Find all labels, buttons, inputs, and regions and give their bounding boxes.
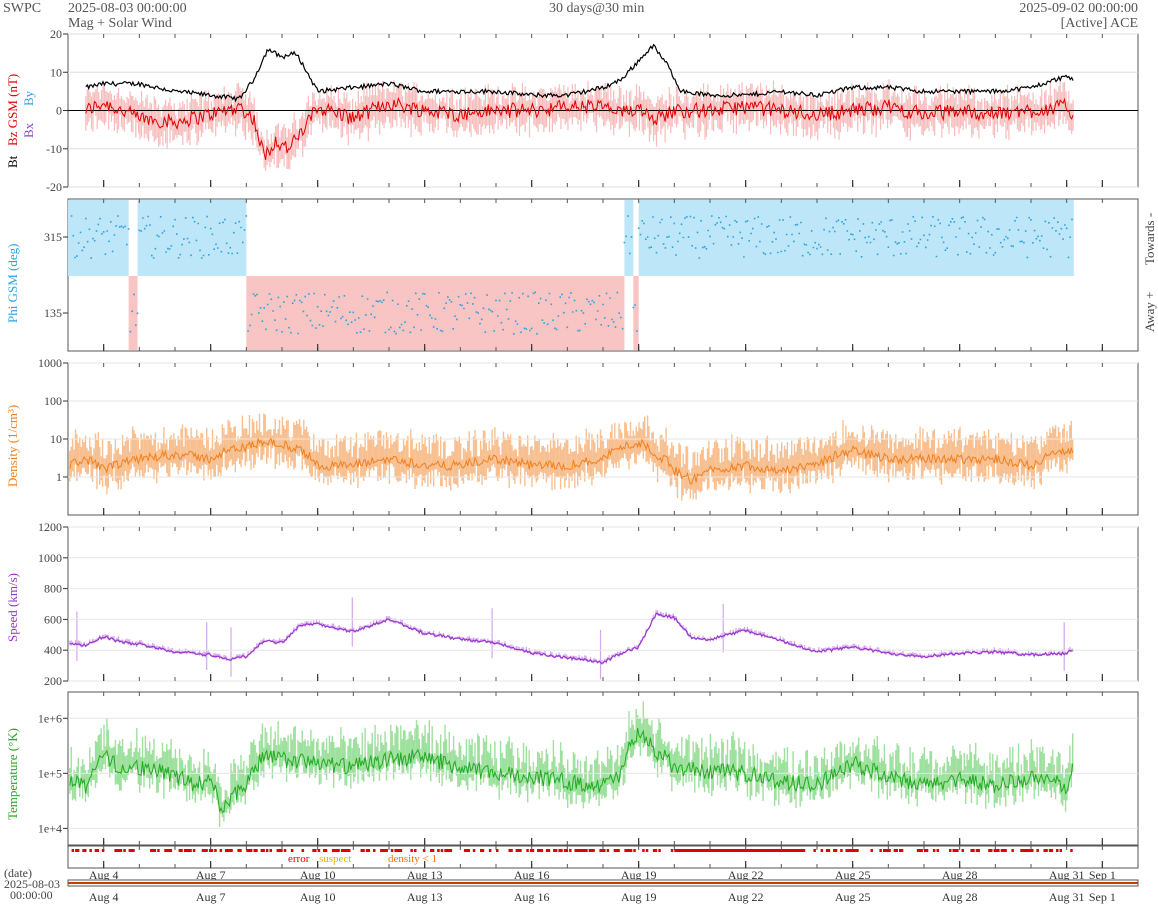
- y-tick-label: 1200: [38, 520, 62, 534]
- y-tick-label: 100: [44, 394, 62, 408]
- y-tick-label: 10: [50, 432, 62, 446]
- y-tick-label: 1e+5: [38, 766, 62, 780]
- y-tick-label: 1e+6: [38, 711, 62, 725]
- x-tick-label-upper: Aug 13: [407, 868, 443, 882]
- bz-axis-label: Bz GSM (nT): [5, 74, 20, 146]
- x-tick-label-lower: Aug 13: [407, 890, 443, 904]
- x-tick-label-lower: Aug 25: [835, 890, 871, 904]
- x-tick-label-lower: Aug 28: [942, 890, 978, 904]
- speed-panel: [67, 526, 1139, 682]
- x-tick-label-lower: Aug 31: [1049, 890, 1085, 904]
- y-tick-label: 315: [44, 230, 62, 244]
- start-time: 2025-08-03 00:00:00: [68, 1, 187, 16]
- date-caption: (date): [4, 866, 32, 880]
- flag-error-label: error: [288, 853, 310, 865]
- by-axis-label: By: [21, 90, 36, 106]
- temperature-range-band: [69, 701, 1074, 827]
- bz-series-line: [85, 96, 1074, 161]
- x-tick-label-lower: Aug 7: [196, 890, 226, 904]
- y-tick-label: 20: [50, 27, 62, 41]
- x-tick-label-lower: Sep 1: [1089, 890, 1116, 904]
- phi-points: [70, 215, 1073, 335]
- bt-series-line: [85, 43, 1074, 103]
- x-tick-label-lower: Aug 10: [300, 890, 336, 904]
- away-label: Away +: [1142, 292, 1157, 332]
- density-series-line: [69, 437, 1074, 485]
- y-tick-label: 200: [44, 674, 62, 688]
- flag-error-markers: [71, 849, 1073, 852]
- product-name: Mag + Solar Wind: [68, 16, 172, 31]
- towards-label: Towards -: [1142, 213, 1157, 265]
- phi-away-sector: [246, 276, 625, 350]
- flag-suspect-label: suspect: [319, 853, 351, 865]
- time-span: 30 days@30 min: [549, 1, 645, 16]
- phi-away-sector: [128, 276, 138, 350]
- y-tick-label: 1000: [38, 551, 62, 565]
- org-label: SWPC: [3, 1, 42, 16]
- y-tick-label: 1: [56, 470, 62, 484]
- x-tick-label-lower: Aug 4: [89, 890, 119, 904]
- y-tick-label: 600: [44, 612, 62, 626]
- phi-axis-label: Phi GSM (deg): [5, 244, 20, 323]
- phi-towards-sector: [137, 200, 247, 276]
- x-tick-label-upper: Aug 25: [835, 868, 871, 882]
- density-axis-label: Density (1/cm³): [5, 405, 20, 487]
- y-tick-label: 0: [56, 104, 62, 118]
- y-tick-label: 1e+4: [38, 821, 62, 835]
- y-tick-label: 1000: [38, 356, 62, 370]
- x-tick-label-upper: Aug 19: [621, 868, 657, 882]
- x-tick-label-upper: Aug 28: [942, 868, 978, 882]
- x-tick-label-lower: Aug 16: [514, 890, 550, 904]
- y-tick-label: 400: [44, 643, 62, 657]
- x-tick-label-upper: Aug 31: [1049, 868, 1085, 882]
- x-tick-label-upper: Aug 22: [728, 868, 764, 882]
- end-time: 2025-09-02 00:00:00: [1019, 1, 1138, 16]
- phi-away-sector: [633, 276, 639, 350]
- y-tick-label: 800: [44, 582, 62, 596]
- speed-range-band: [69, 597, 1074, 679]
- x-tick-label-upper: Aug 10: [300, 868, 336, 882]
- y-tick-label: 135: [44, 306, 62, 320]
- bz-range-band: [85, 79, 1074, 171]
- x-tick-label-lower: Aug 19: [621, 890, 657, 904]
- temperature-series-line: [69, 728, 1074, 813]
- x-tick-label-lower: Aug 22: [728, 890, 764, 904]
- speed-axis-label: Speed (km/s): [5, 573, 20, 642]
- y-tick-label: -10: [46, 142, 62, 156]
- x-tick-label-upper: Aug 7: [196, 868, 226, 882]
- x-tick-label-upper: Aug 4: [89, 868, 119, 882]
- phi-towards-sector: [624, 200, 634, 276]
- phi-towards-sector: [638, 200, 1074, 276]
- y-tick-label: -20: [46, 180, 62, 194]
- temperature-axis-label: Temperature (°K): [5, 728, 20, 820]
- data-source: [Active] ACE: [1060, 16, 1138, 31]
- flag-density-label: density < 1: [388, 853, 437, 865]
- bx-axis-label: Bx: [21, 122, 36, 138]
- bt-axis-label: Bt: [5, 155, 20, 168]
- phi-towards-sector: [68, 200, 129, 276]
- speed-series-line: [69, 612, 1073, 665]
- time-start-label: 00:00:00: [10, 888, 53, 902]
- y-tick-label: 10: [50, 65, 62, 79]
- date-start-label: 2025-08-03: [4, 877, 60, 891]
- x-tick-label-upper: Aug 16: [514, 868, 550, 882]
- x-tick-label-upper: Sep 1: [1089, 868, 1116, 882]
